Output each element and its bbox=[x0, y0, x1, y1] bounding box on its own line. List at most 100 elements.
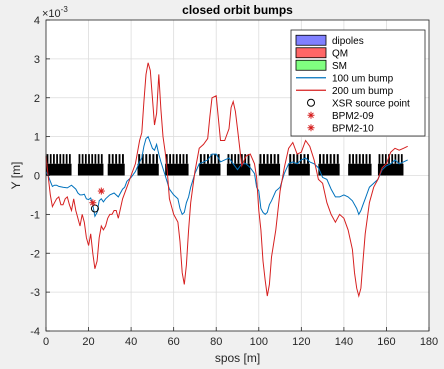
y-tick-label: -2 bbox=[30, 248, 40, 260]
magnet-element bbox=[141, 154, 144, 164]
magnet-element bbox=[49, 154, 52, 164]
magnet-block bbox=[199, 163, 221, 176]
magnet-element bbox=[266, 154, 269, 164]
magnet-cell bbox=[258, 154, 281, 176]
legend-label: BPM2-09 bbox=[332, 111, 374, 122]
legend-label: dipoles bbox=[332, 36, 364, 47]
magnet-element bbox=[185, 154, 188, 164]
magnet-element bbox=[362, 154, 365, 164]
magnet-element bbox=[165, 154, 168, 164]
magnet-lattice bbox=[46, 154, 404, 176]
y-tick-label: 0 bbox=[34, 171, 40, 183]
magnet-block bbox=[107, 163, 125, 176]
legend-swatch bbox=[295, 34, 327, 46]
magnet-element bbox=[394, 154, 397, 164]
magnet-element bbox=[199, 154, 202, 164]
magnet-element bbox=[97, 154, 100, 164]
magnet-element bbox=[84, 154, 87, 164]
legend-item: 200 um bump bbox=[296, 86, 394, 97]
magnet-element bbox=[68, 154, 71, 164]
magnet-cell bbox=[107, 154, 125, 176]
y-tick-label: 3 bbox=[34, 54, 40, 66]
magnet-block bbox=[258, 163, 281, 176]
magnet-element bbox=[91, 154, 94, 164]
magnet-element bbox=[115, 154, 118, 164]
x-axis-label: spos [m] bbox=[215, 351, 260, 365]
magnet-element bbox=[122, 154, 124, 164]
magnet-element bbox=[381, 154, 384, 164]
magnet-element bbox=[292, 154, 295, 164]
magnet-element bbox=[94, 154, 97, 164]
magnet-element bbox=[214, 154, 217, 164]
series-lines bbox=[45, 62, 408, 298]
legend-item: XSR source point bbox=[307, 98, 410, 109]
magnet-element bbox=[182, 154, 185, 164]
magnet-element bbox=[277, 154, 280, 164]
legend-label: 100 um bump bbox=[332, 73, 394, 84]
magnet-element bbox=[358, 154, 361, 164]
magnet-element bbox=[152, 154, 155, 164]
magnet-element bbox=[259, 154, 262, 164]
y-ticks: -4 -3 -2 -1 0 1 2 3 4 bbox=[30, 15, 50, 338]
magnet-element bbox=[319, 154, 322, 164]
magnet-element bbox=[247, 154, 250, 164]
magnet-element bbox=[145, 154, 148, 164]
magnet-element bbox=[333, 154, 336, 164]
magnet-element bbox=[400, 154, 403, 164]
y-axis-label: Y [m] bbox=[9, 162, 23, 190]
magnet-element bbox=[240, 154, 243, 164]
magnet-element bbox=[53, 154, 55, 164]
x-tick-label: 160 bbox=[377, 336, 395, 348]
y-tick-label: 4 bbox=[34, 15, 40, 27]
y-exponent-base: ×10 bbox=[42, 8, 61, 20]
star-marker bbox=[307, 124, 315, 132]
magnet-element bbox=[172, 154, 175, 164]
series-line bbox=[45, 62, 408, 298]
magnet-element bbox=[263, 154, 265, 164]
magnet-cell bbox=[318, 154, 340, 176]
x-tick-label: 140 bbox=[335, 336, 353, 348]
magnet-element bbox=[378, 154, 381, 164]
legend-swatch bbox=[295, 59, 327, 71]
legend-item: QM bbox=[295, 47, 348, 59]
magnet-element bbox=[397, 154, 400, 164]
magnet-element bbox=[234, 154, 237, 164]
legend-label: SM bbox=[332, 61, 347, 72]
legend-swatch bbox=[295, 47, 327, 59]
magnet-block bbox=[137, 163, 159, 176]
magnet-element bbox=[78, 154, 81, 164]
y-exponent-power: -3 bbox=[61, 5, 69, 14]
markers bbox=[89, 187, 105, 213]
magnet-element bbox=[118, 154, 121, 164]
magnet-element bbox=[59, 154, 62, 164]
magnet-element bbox=[355, 154, 358, 164]
magnet-block bbox=[46, 163, 72, 176]
magnet-element bbox=[329, 154, 332, 164]
magnet-block bbox=[226, 163, 251, 176]
magnet-element bbox=[179, 154, 182, 164]
y-tick-label: 2 bbox=[34, 93, 40, 105]
legend-swatch bbox=[307, 98, 315, 107]
magnet-element bbox=[307, 154, 309, 164]
magnet-element bbox=[210, 154, 213, 164]
x-tick-label: 180 bbox=[420, 336, 438, 348]
magnet-element bbox=[175, 154, 178, 164]
x-tick-label: 100 bbox=[250, 336, 268, 348]
magnet-element bbox=[65, 154, 68, 164]
magnet-element bbox=[384, 154, 387, 164]
legend-label: BPM2-10 bbox=[332, 123, 374, 134]
magnet-block bbox=[165, 163, 189, 176]
legend-item: SM bbox=[295, 59, 347, 72]
magnet-cell bbox=[77, 154, 104, 176]
legend-label: QM bbox=[332, 48, 348, 59]
legend-label: 200 um bump bbox=[332, 86, 394, 97]
magnet-element bbox=[203, 154, 206, 164]
legend-item: BPM2-10 bbox=[307, 123, 374, 134]
magnet-element bbox=[138, 154, 141, 164]
legend-label: XSR source point bbox=[332, 98, 410, 109]
magnet-element bbox=[230, 154, 233, 164]
y-tick-label: -4 bbox=[30, 326, 40, 338]
magnet-element bbox=[46, 154, 49, 164]
